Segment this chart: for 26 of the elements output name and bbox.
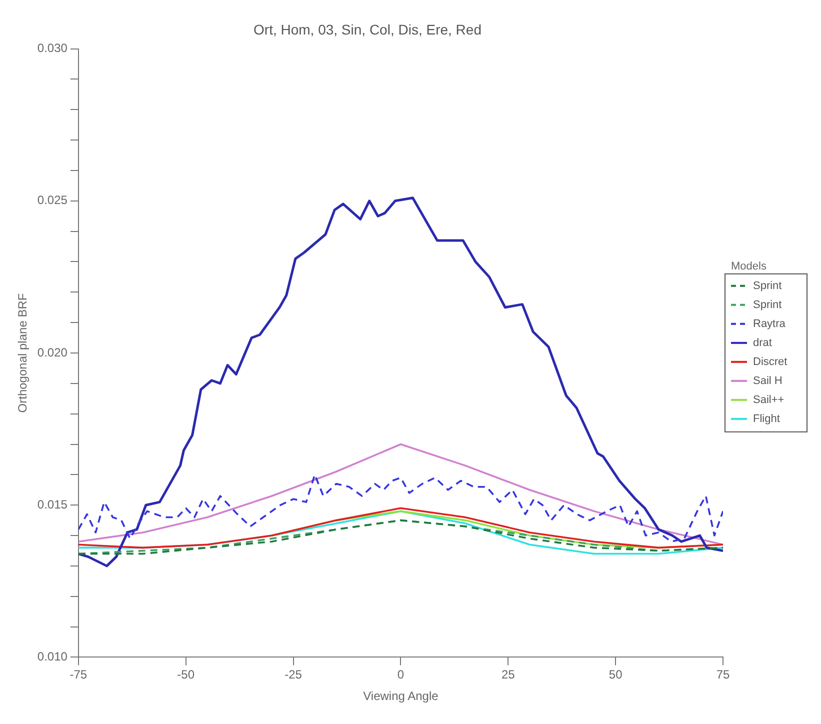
line-series [78,519,723,555]
legend-label: Sprint [753,280,782,292]
y-tick-label: 0.010 [37,650,68,664]
chart-title: Ort, Hom, 03, Sin, Col, Dis, Ere, Red [254,21,482,38]
legend-label: Sail++ [753,394,784,406]
x-tick-label: -50 [177,668,195,682]
legend-label: Sail H [753,374,782,387]
x-tick-label: 50 [608,668,623,682]
y-tick-label: 0.020 [37,345,68,360]
y-tick-label: 0.030 [37,41,68,56]
y-tick-label: 0.025 [37,193,68,208]
x-axis-title: Viewing Angle [363,689,439,704]
y-tick-label: 0.015 [37,497,68,512]
legend-label: Sprint [753,298,782,311]
legend-label: Raytra [753,318,786,330]
legend-label: Flight [753,412,780,425]
legend-label: Discret [753,356,788,368]
x-tick-label: 25 [501,668,516,682]
y-axis-title: Orthogonal plane BRF [16,293,30,413]
x-tick-label: -75 [70,668,88,682]
x-tick-label: 75 [716,668,730,682]
legend-title: Models [731,260,767,272]
line-series [78,474,723,543]
x-tick-label: 0 [397,668,404,682]
legend-label: drat [753,336,772,349]
x-tick-label: -25 [284,668,302,682]
